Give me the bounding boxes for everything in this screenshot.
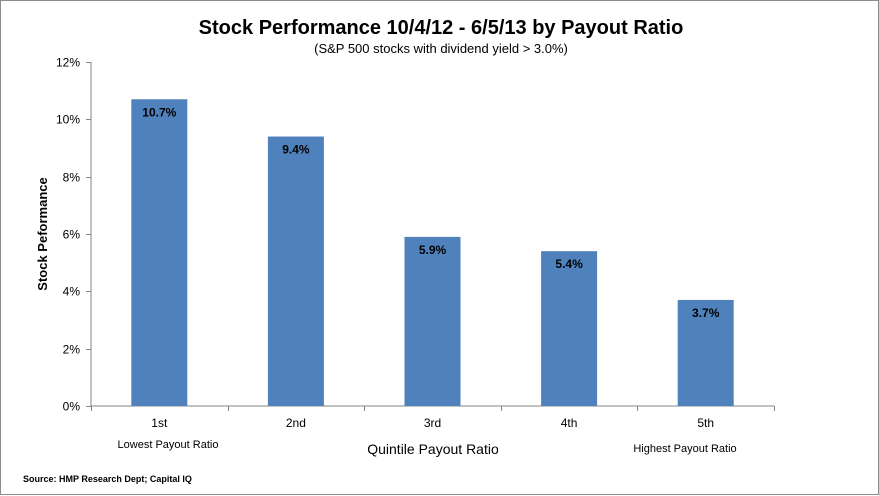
bar	[541, 251, 598, 406]
y-tick-label: 12%	[56, 56, 80, 70]
y-tick-label: 6%	[63, 228, 81, 242]
data-label: 10.7%	[142, 105, 176, 119]
x-tick-label: 2nd	[286, 416, 306, 430]
data-label: 5.4%	[555, 257, 583, 271]
bar	[267, 136, 324, 407]
chart-title: Stock Performance 10/4/12 - 6/5/13 by Pa…	[199, 17, 684, 39]
x-axis-label: Quintile Payout Ratio	[367, 441, 499, 457]
x-tick-label: 3rd	[424, 416, 441, 430]
source-note: Source: HMP Research Dept; Capital IQ	[23, 474, 192, 484]
annotation-highest-payout: Highest Payout Ratio	[633, 443, 736, 455]
data-label: 3.7%	[692, 306, 720, 320]
bar	[131, 99, 188, 407]
chart-subtitle: (S&P 500 stocks with dividend yield > 3.…	[314, 41, 568, 56]
y-tick-label: 4%	[63, 285, 81, 299]
annotation-lowest-payout: Lowest Payout Ratio	[118, 439, 219, 451]
y-tick-label: 2%	[63, 343, 81, 357]
y-tick-label: 10%	[56, 113, 80, 127]
y-tick-label: 8%	[63, 171, 81, 185]
data-label: 9.4%	[282, 143, 310, 157]
bar	[404, 236, 461, 406]
data-label: 5.9%	[419, 243, 447, 257]
plot-area: 0% 2% 4% 6% 8% 10% 12% 10.7% 1st 9.4% 2nd 5.9% 3rd 5.…	[56, 56, 775, 430]
x-tick-label: 1st	[151, 416, 168, 430]
y-tick-label: 0%	[63, 400, 81, 414]
bar	[677, 299, 734, 406]
y-axis-label: Stock Peformance	[35, 177, 50, 290]
x-tick-label: 5th	[697, 416, 714, 430]
x-tick-label: 4th	[561, 416, 578, 430]
